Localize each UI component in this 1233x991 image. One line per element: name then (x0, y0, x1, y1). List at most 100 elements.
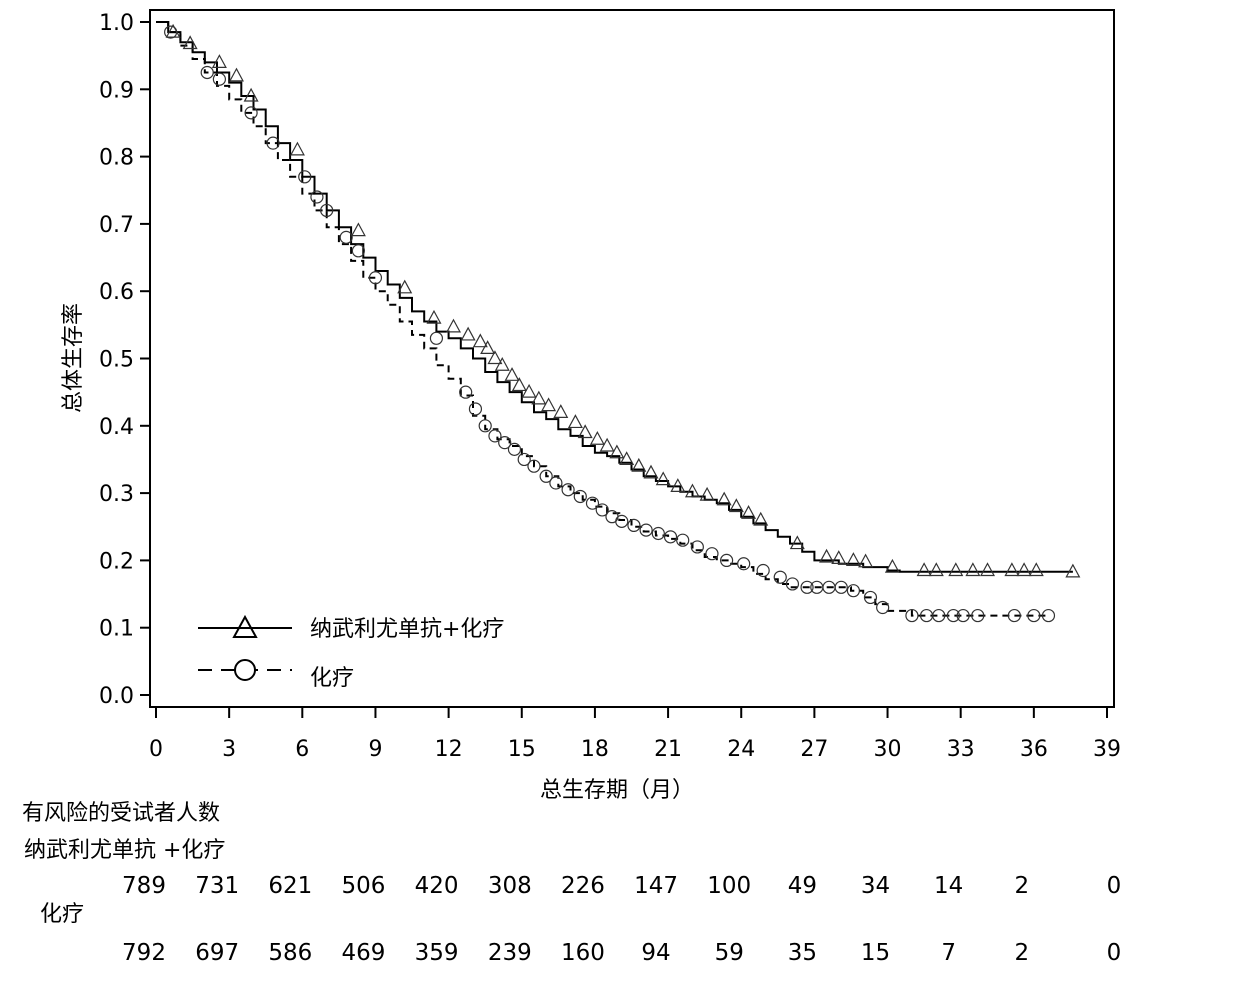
censor-marker-0-19 (541, 397, 557, 412)
censor-marker-0-18 (531, 390, 547, 405)
censor-marker-0-31 (684, 483, 700, 498)
risk-value-0-8: 100 (707, 873, 751, 899)
risk-value-0-6: 226 (561, 873, 605, 899)
risk-value-0-10: 34 (861, 873, 890, 899)
censor-marker-0-20 (553, 404, 569, 418)
censor-marker-0-8 (426, 309, 442, 324)
censor-marker-1-38 (773, 570, 787, 584)
censor-markers (164, 23, 1081, 623)
risk-value-1-8: 59 (715, 940, 744, 966)
censor-marker-1-13 (468, 402, 483, 416)
censor-marker-1-44 (846, 584, 861, 598)
y-tick-label-7: 0.7 (99, 213, 134, 238)
y-tick-label-5: 0.5 (99, 348, 134, 373)
censor-marker-0-23 (589, 431, 605, 445)
x-axis-title: 总生存期（月） (540, 778, 694, 803)
risk-value-0-12: 2 (1015, 873, 1030, 899)
censor-marker-0-21 (567, 414, 583, 429)
censor-marker-0-15 (504, 367, 520, 381)
y-tick-label-1: 0.1 (99, 617, 134, 642)
censor-marker-1-32 (676, 533, 690, 547)
censor-marker-1-17 (507, 442, 522, 456)
censor-marker-0-9 (445, 318, 461, 333)
censor-marker-1-8 (339, 230, 353, 244)
censor-marker-1-16 (498, 436, 512, 450)
censor-marker-1-33 (690, 540, 704, 554)
censor-marker-1-22 (561, 483, 575, 497)
censor-marker-0-51 (1065, 563, 1081, 578)
censor-marker-0-39 (831, 550, 847, 564)
x-tick-label-0: 0 (149, 737, 163, 762)
x-tick-label-4: 12 (435, 737, 463, 762)
risk-value-0-9: 49 (788, 873, 817, 899)
y-tick-label-4: 0.4 (99, 415, 134, 440)
risk-values: 789 731 621 506 420 308 226 147 100 49 34 14 2 0 792 69… (122, 873, 1121, 966)
censor-marker-0-27 (631, 457, 647, 472)
x-tick-label-9: 27 (800, 737, 828, 762)
legend-marker-circle-icon (234, 659, 256, 681)
y-tick-label-6: 0.6 (99, 280, 134, 305)
censor-marker-1-11 (429, 331, 444, 345)
risk-value-0-13: 0 (1107, 873, 1122, 899)
legend-label-0: 纳武利尤单抗+化疗 (310, 617, 504, 642)
series-lines (156, 21, 1073, 617)
censor-marker-0-22 (577, 424, 593, 439)
censor-marker-1-27 (615, 514, 629, 528)
censor-marker-0-2 (211, 54, 227, 68)
censor-marker-0-26 (619, 451, 635, 466)
censor-marker-1-9 (351, 244, 365, 258)
censor-marker-0-49 (1016, 562, 1032, 577)
censor-marker-0-14 (494, 356, 510, 371)
risk-value-1-12: 2 (1015, 940, 1030, 966)
risk-value-0-2: 621 (268, 873, 312, 899)
risk-value-1-10: 15 (861, 940, 890, 966)
censor-marker-0-38 (819, 548, 835, 563)
risk-table-title: 有风险的受试者人数 (22, 801, 220, 826)
censor-marker-1-34 (705, 547, 719, 561)
censor-marker-1-21 (549, 476, 563, 490)
censor-marker-1-23 (573, 489, 587, 504)
censor-marker-1-31 (663, 530, 678, 544)
risk-value-1-9: 35 (788, 940, 817, 966)
censor-marker-0-28 (643, 464, 659, 479)
censor-marker-0-34 (728, 498, 744, 513)
legend: 纳武利尤单抗+化疗 化疗 (198, 614, 504, 691)
x-tick-label-12: 36 (1020, 737, 1048, 762)
risk-value-1-6: 160 (561, 940, 605, 966)
censor-marker-0-44 (928, 562, 944, 577)
censor-marker-0-35 (741, 505, 757, 519)
censor-marker-1-19 (527, 459, 541, 473)
censor-marker-0-1 (182, 35, 198, 50)
risk-value-1-5: 239 (488, 940, 532, 966)
censor-marker-0-50 (1028, 562, 1044, 577)
censor-marker-0-10 (460, 326, 476, 341)
censor-marker-0-47 (980, 562, 996, 577)
censor-marker-1-15 (488, 429, 502, 443)
censor-marker-1-1 (200, 65, 214, 80)
risk-value-0-1: 731 (195, 873, 239, 899)
censor-marker-0-29 (655, 471, 671, 486)
x-tick-label-11: 33 (947, 737, 975, 762)
censor-marker-1-4 (266, 136, 280, 150)
censor-marker-1-10 (368, 271, 383, 285)
censor-marker-1-36 (737, 557, 751, 571)
y-tick-label-3: 0.3 (99, 482, 134, 507)
censor-marker-1-7 (320, 203, 334, 218)
censor-marker-1-39 (785, 577, 800, 591)
censor-marker-1-47 (905, 608, 919, 623)
y-tick-label-9: 0.9 (99, 78, 134, 103)
x-tick-label-7: 21 (654, 737, 682, 762)
censor-marker-0-48 (1004, 562, 1020, 577)
risk-value-1-1: 697 (195, 940, 239, 966)
risk-value-0-3: 506 (342, 873, 386, 899)
censor-marker-1-53 (1007, 608, 1021, 623)
x-tick-label-10: 30 (874, 737, 902, 762)
x-tick-label-1: 3 (222, 737, 236, 762)
risk-row-label-1: 化疗 (40, 902, 84, 927)
censor-marker-1-45 (863, 590, 878, 605)
censor-marker-1-50 (946, 608, 960, 623)
censor-marker-0-42 (884, 558, 900, 573)
x-tick-label-8: 24 (727, 737, 755, 762)
